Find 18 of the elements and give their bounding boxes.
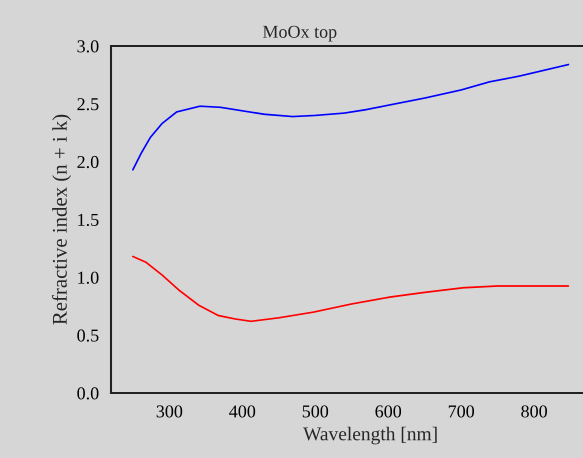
y-tick-label: 0.5 <box>77 329 98 342</box>
y-axis-title: Refractive index (n + i k) <box>52 114 72 325</box>
y-tick-label: 2.5 <box>77 98 98 110</box>
x-tick-label: 800 <box>521 405 547 418</box>
x-axis-title: Wavelength [nm] <box>303 426 437 444</box>
x-tick-label: 400 <box>229 405 256 418</box>
y-tick-label: 0.0 <box>77 387 99 400</box>
x-tick-label: 500 <box>302 405 328 418</box>
x-tick-label: 300 <box>156 405 182 418</box>
line-series <box>132 64 570 171</box>
chart-title: MoOx top <box>262 26 336 42</box>
x-tick-label: 700 <box>448 405 474 418</box>
line-series <box>132 256 570 322</box>
y-tick-label: 1.5 <box>78 214 98 226</box>
y-tick-label: 3.0 <box>77 40 99 53</box>
y-tick-label: 1.0 <box>78 272 99 284</box>
x-tick-label: 600 <box>375 405 402 418</box>
y-tick-label: 2.0 <box>77 156 99 168</box>
